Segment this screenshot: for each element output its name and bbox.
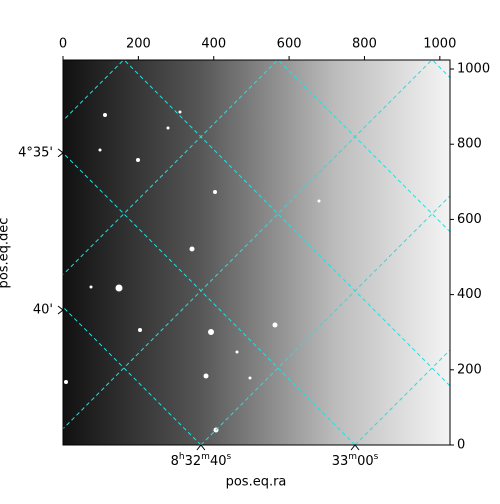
grid-line bbox=[123, 60, 450, 387]
dec-tick bbox=[57, 305, 64, 315]
grid-line bbox=[63, 152, 356, 445]
dec-tick-label: 40' bbox=[33, 303, 53, 318]
y-tick-label: 1000 bbox=[457, 62, 490, 77]
ra-tick bbox=[350, 444, 360, 451]
grid-line bbox=[200, 195, 450, 445]
plot-frame bbox=[62, 59, 451, 446]
ra-tick bbox=[196, 444, 206, 451]
x-tick-label: 200 bbox=[126, 37, 151, 52]
y-tick-label: 200 bbox=[457, 362, 482, 377]
x-tick-label: 600 bbox=[277, 37, 302, 52]
x-tick-label: 800 bbox=[352, 37, 377, 52]
grid-line bbox=[354, 349, 450, 445]
y-tick-label: 0 bbox=[457, 438, 465, 453]
y-tick-label: 400 bbox=[457, 287, 482, 302]
x-axis-label: pos.eq.ra bbox=[226, 475, 287, 490]
y-tick-label: 800 bbox=[457, 137, 482, 152]
ra-tick-label: 8h32m40s bbox=[171, 452, 232, 469]
stars bbox=[64, 110, 321, 433]
y-tick-label: 600 bbox=[457, 212, 482, 227]
dec-tick-label: 4°35' bbox=[18, 145, 53, 160]
grid-line bbox=[63, 60, 433, 430]
ra-tick-label: 33m00s bbox=[332, 452, 379, 469]
grid-line bbox=[63, 306, 202, 445]
x-tick-label: 1000 bbox=[423, 37, 456, 52]
coordinate-grid bbox=[63, 60, 450, 445]
dec-tick bbox=[57, 148, 64, 158]
y-axis-label: pos.eq.dec bbox=[0, 218, 12, 289]
x-tick-label: 0 bbox=[59, 37, 67, 52]
sky-image bbox=[63, 60, 450, 445]
x-tick-label: 400 bbox=[201, 37, 226, 52]
